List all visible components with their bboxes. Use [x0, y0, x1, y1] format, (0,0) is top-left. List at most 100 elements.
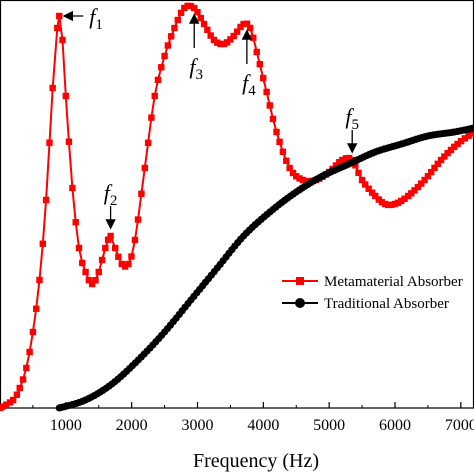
metamaterial-point: [46, 139, 53, 146]
metamaterial-point: [62, 92, 70, 100]
metamaterial-point: [141, 164, 149, 172]
metamaterial-point: [299, 176, 307, 184]
metamaterial-point: [444, 149, 451, 157]
metamaterial-point: [128, 253, 135, 260]
metamaterial-point: [276, 138, 283, 146]
metamaterial-point: [131, 236, 139, 244]
metamaterial-point: [9, 396, 17, 404]
metamaterial-point: [164, 42, 172, 49]
x-tick-label: 7000: [445, 417, 474, 434]
axes-border: [0, 0, 474, 409]
metamaterial-point: [23, 364, 30, 372]
metamaterial-point: [302, 177, 310, 185]
metamaterial-point: [39, 240, 46, 247]
metamaterial-curve: [0, 4, 474, 409]
peak-label-f4: f4: [242, 70, 256, 99]
metamaterial-point: [233, 28, 241, 35]
metamaterial-point: [107, 232, 114, 240]
metamaterial-point: [368, 189, 376, 196]
metamaterial-point: [19, 376, 27, 383]
metamaterial-point: [174, 16, 181, 24]
metamaterial-point: [36, 276, 43, 284]
metamaterial-point: [95, 268, 102, 276]
metamaterial-point: [461, 135, 469, 142]
metamaterial-point: [92, 277, 99, 284]
metamaterial-point: [223, 39, 231, 46]
metamaterial-point: [293, 173, 300, 180]
metamaterial-point: [69, 184, 76, 192]
metamaterial-point: [256, 60, 263, 68]
metamaterial-point: [428, 168, 435, 176]
metamaterial-point: [372, 192, 379, 200]
metamaterial-point: [431, 164, 438, 172]
metamaterial-point: [26, 348, 33, 356]
metamaterial-point: [54, 24, 61, 32]
metamaterial-point: [230, 32, 237, 40]
metamaterial-point: [13, 391, 21, 398]
metamaterial-point: [289, 169, 297, 177]
metamaterial-point: [154, 76, 162, 84]
metamaterial-point: [397, 197, 405, 205]
x-axis-label: Frequency (Hz): [193, 450, 319, 472]
x-tick-label: 4000: [247, 417, 279, 434]
metamaterial-point: [200, 20, 208, 28]
peak-annotations: f1 f2 f3 f4 f5: [62, 4, 359, 230]
metamaterial-point: [59, 36, 66, 44]
metamaterial-point: [227, 36, 234, 43]
metamaterial-point: [214, 39, 221, 46]
metamaterial-point: [49, 84, 56, 92]
metamaterial-point: [148, 114, 155, 121]
metamaterial-point: [269, 115, 277, 123]
metamaterial-point: [82, 268, 89, 276]
metamaterial-point: [204, 26, 211, 33]
metamaterial-point: [243, 20, 251, 27]
axes-frame: 1000 2000 3000 4000 5000 6000 7000: [0, 0, 474, 434]
metamaterial-point: [125, 260, 132, 268]
metamaterial-point: [240, 20, 247, 28]
metamaterial-point: [220, 40, 228, 48]
metamaterial-point: [424, 172, 432, 180]
metamaterial-point: [411, 187, 418, 194]
metamaterial-point: [365, 185, 372, 192]
metamaterial-point: [197, 14, 204, 22]
metamaterial-point: [388, 201, 395, 209]
metamaterial-point: [454, 140, 461, 148]
metamaterial-point: [451, 143, 458, 151]
metamaterial-point: [75, 244, 83, 252]
metamaterial-point: [88, 280, 96, 288]
metamaterial-point: [250, 34, 257, 41]
metamaterial-point: [72, 219, 79, 226]
metamaterial-point: [167, 33, 175, 40]
legend-marker: [295, 298, 305, 308]
legend-label: Metamaterial Absorber: [324, 274, 463, 290]
metamaterial-point: [85, 277, 93, 284]
metamaterial-point: [253, 48, 260, 56]
metamaterial-point: [358, 176, 366, 184]
metamaterial-point: [118, 260, 125, 268]
metamaterial-point: [362, 181, 369, 188]
metamaterial-point: [144, 139, 152, 147]
metamaterial-point: [42, 196, 50, 204]
metamaterial-point: [279, 148, 287, 155]
metamaterial-point: [158, 64, 165, 71]
legend-label: Traditional Absorber: [324, 296, 449, 312]
metamaterial-point: [207, 32, 214, 39]
peak-label-f5: f5: [345, 104, 359, 133]
x-tick-label: 6000: [379, 417, 411, 434]
metamaterial-point: [121, 263, 129, 270]
metamaterial-point: [194, 8, 201, 16]
metamaterial-point: [217, 40, 224, 48]
metamaterial-point: [187, 2, 195, 10]
metamaterial-point: [352, 162, 359, 169]
metamaterial-point: [16, 384, 23, 392]
metamaterial-point: [181, 4, 188, 12]
metamaterial-point: [65, 138, 73, 145]
legend-marker: [296, 277, 304, 285]
metamaterial-point: [286, 164, 293, 172]
metamaterial-point: [296, 175, 303, 182]
metamaterial-point: [177, 9, 185, 17]
metamaterial-point: [161, 52, 168, 60]
x-tick-label: 5000: [313, 417, 345, 434]
metamaterial-point: [408, 190, 415, 197]
